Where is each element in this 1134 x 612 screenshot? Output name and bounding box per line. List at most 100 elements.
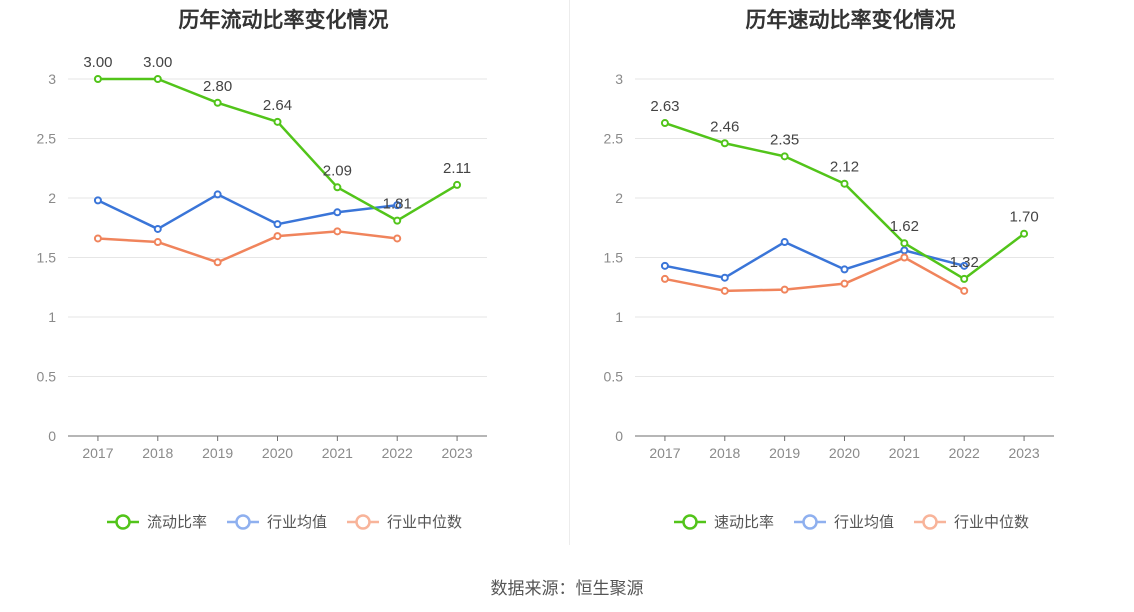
- data-point[interactable]: [393, 216, 402, 225]
- data-label: 2.46: [710, 118, 739, 135]
- data-point[interactable]: [153, 224, 162, 233]
- data-point[interactable]: [900, 253, 909, 262]
- legend-item-industry-median[interactable]: 行业中位数: [345, 511, 462, 532]
- data-point[interactable]: [93, 75, 102, 83]
- data-point[interactable]: [960, 274, 969, 283]
- data-point[interactable]: [720, 286, 729, 295]
- y-tick-label: 0: [48, 428, 56, 444]
- legend-label: 行业中位数: [387, 514, 463, 531]
- chart-legend: 速动比率 行业均值 行业中位数: [567, 511, 1134, 532]
- data-source-note: 数据来源：恒生聚源: [490, 579, 644, 598]
- data-label: 1.32: [950, 254, 979, 271]
- x-tick-label: 2019: [769, 445, 800, 461]
- data-label: 2.11: [443, 160, 471, 177]
- data-point[interactable]: [780, 152, 789, 161]
- legend-item-industry-average[interactable]: 行业均值: [225, 511, 327, 532]
- x-tick-label: 2020: [262, 445, 293, 461]
- data-point[interactable]: [213, 98, 222, 107]
- current-ratio-chart-panel: 历年流动比率变化情况 0 0.5 1 1.5 2 2.5 3 2017 2018 2019 2020…: [0, 0, 567, 545]
- y-tick-label: 0.5: [604, 369, 624, 385]
- data-point[interactable]: [213, 190, 222, 199]
- data-point[interactable]: [93, 196, 102, 205]
- data-point[interactable]: [660, 119, 669, 128]
- data-point[interactable]: [1020, 229, 1029, 238]
- legend-label: 行业中位数: [954, 514, 1030, 531]
- data-point[interactable]: [153, 75, 162, 83]
- data-point[interactable]: [840, 179, 849, 188]
- data-point[interactable]: [720, 139, 729, 148]
- data-point[interactable]: [333, 208, 342, 217]
- data-point[interactable]: [393, 234, 402, 243]
- data-point[interactable]: [660, 274, 669, 283]
- data-point[interactable]: [453, 180, 462, 189]
- legend-line-circle-icon: [673, 513, 706, 530]
- chart-legend: 流动比率 行业均值 行业中位数: [0, 511, 567, 532]
- data-point[interactable]: [660, 261, 669, 270]
- x-tick-label: 2021: [889, 445, 920, 461]
- data-point[interactable]: [333, 227, 342, 236]
- data-point[interactable]: [840, 265, 849, 274]
- panel-divider: [569, 0, 570, 545]
- x-tick-label: 2023: [1008, 445, 1039, 461]
- x-tick-label: 2021: [322, 445, 353, 461]
- legend-label: 行业均值: [833, 514, 894, 531]
- data-point[interactable]: [840, 279, 849, 288]
- quick-ratio-chart-svg: 0 0.5 1 1.5 2 2.5 3 2017 2018 2019 2020 2021 2022 202…: [604, 71, 1054, 461]
- series-line: [664, 256, 965, 293]
- data-label: 2.35: [770, 131, 799, 148]
- data-label: 2.63: [650, 98, 679, 115]
- data-label: 2.12: [830, 159, 859, 176]
- x-tick-label: 2017: [82, 445, 113, 461]
- y-tick-label: 3: [48, 71, 56, 87]
- data-point[interactable]: [960, 286, 969, 295]
- data-label: 1.62: [890, 218, 919, 235]
- data-point[interactable]: [900, 239, 909, 248]
- data-point[interactable]: [960, 261, 969, 270]
- data-point[interactable]: [273, 220, 282, 229]
- data-point[interactable]: [273, 232, 282, 241]
- y-tick-label: 1: [48, 309, 56, 325]
- y-tick-label: 3: [615, 71, 623, 87]
- x-tick-label: 2019: [202, 445, 233, 461]
- data-point[interactable]: [900, 246, 909, 255]
- y-tick-label: 2.5: [604, 131, 624, 147]
- y-tick-label: 2: [48, 190, 56, 206]
- legend-item-industry-median[interactable]: 行业中位数: [912, 511, 1029, 532]
- data-label: 3.00: [143, 54, 172, 71]
- y-tick-label: 2.5: [37, 131, 57, 147]
- y-tick-label: 0: [615, 428, 623, 444]
- data-point[interactable]: [780, 238, 789, 247]
- y-tick-label: 1: [615, 309, 623, 325]
- data-point[interactable]: [393, 201, 402, 210]
- quick-ratio-chart-panel: 历年速动比率变化情况 0 0.5 1 1.5 2 2.5 3 2017 2018 2019 2020…: [567, 0, 1134, 545]
- legend-line-circle-icon: [106, 513, 139, 530]
- legend-item-quick-ratio[interactable]: 速动比率: [672, 511, 774, 532]
- data-label: 1.70: [1009, 209, 1038, 226]
- y-tick-label: 0.5: [37, 369, 57, 385]
- legend-line-circle-icon: [914, 513, 946, 530]
- data-point[interactable]: [213, 258, 222, 267]
- series-line: [97, 230, 398, 264]
- data-label: 2.64: [263, 97, 292, 114]
- data-label: 2.80: [203, 78, 232, 95]
- data-point[interactable]: [93, 234, 102, 243]
- legend-item-industry-average[interactable]: 行业均值: [792, 511, 894, 532]
- series-line: [97, 193, 398, 231]
- legend-label: 流动比率: [146, 514, 207, 531]
- data-point[interactable]: [273, 117, 282, 126]
- data-point[interactable]: [720, 273, 729, 282]
- data-point[interactable]: [333, 183, 342, 192]
- y-tick-label: 1.5: [37, 250, 57, 266]
- chart-title: 历年流动比率变化情况: [178, 9, 389, 32]
- series-line: [664, 240, 965, 279]
- y-tick-label: 1.5: [604, 250, 624, 266]
- chart-title: 历年速动比率变化情况: [745, 9, 956, 32]
- legend-label: 行业均值: [266, 514, 327, 531]
- legend-label: 速动比率: [713, 514, 774, 531]
- x-tick-label: 2022: [382, 445, 413, 461]
- x-tick-label: 2017: [649, 445, 680, 461]
- data-point[interactable]: [780, 285, 789, 294]
- data-point[interactable]: [153, 238, 162, 247]
- legend-item-current-ratio[interactable]: 流动比率: [105, 511, 207, 532]
- legend-line-circle-icon: [793, 513, 826, 530]
